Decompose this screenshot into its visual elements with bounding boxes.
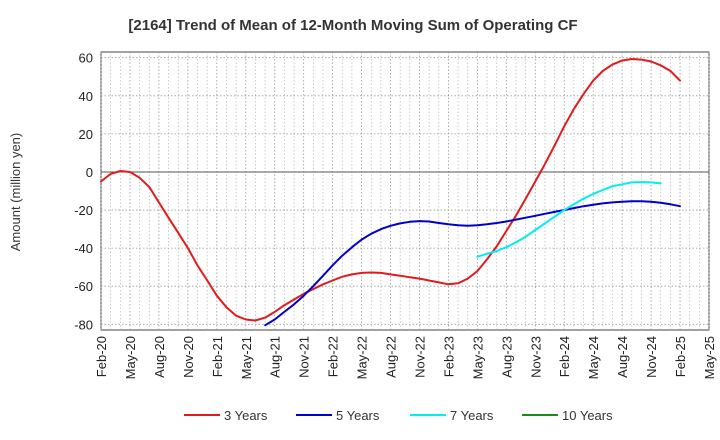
y-tick-label: 40 — [79, 89, 93, 104]
x-tick-label: Feb-25 — [673, 336, 688, 377]
x-tick-label: Nov-22 — [412, 336, 427, 378]
y-tick-label: 0 — [86, 165, 93, 180]
series-line-7-years — [476, 181, 662, 258]
x-tick-label: Nov-23 — [528, 336, 543, 378]
x-tick-label: May-23 — [470, 336, 485, 379]
x-tick-label: Feb-24 — [557, 336, 572, 377]
x-tick-label: Feb-20 — [94, 336, 109, 377]
chart-title: [2164] Trend of Mean of 12-Month Moving … — [128, 17, 577, 34]
x-tick-label: May-22 — [355, 336, 370, 379]
plot-border — [100, 51, 710, 331]
y-axis-ticks: 60 40 20 0 -20 -40 -60 -80 — [74, 51, 93, 333]
x-tick-label: May-25 — [702, 336, 717, 379]
x-tick-label: Aug-21 — [268, 336, 283, 378]
y-tick-label: 60 — [79, 51, 93, 66]
legend-label: 7 Years — [450, 408, 494, 423]
x-tick-label: Nov-24 — [644, 336, 659, 378]
legend-label: 10 Years — [562, 408, 613, 423]
x-tick-label: May-24 — [586, 336, 601, 379]
x-tick-label: Aug-24 — [615, 336, 630, 378]
x-tick-label: Aug-22 — [384, 336, 399, 378]
x-tick-label: Aug-23 — [499, 336, 514, 378]
x-tick-label: Nov-20 — [181, 336, 196, 378]
y-tick-label: -60 — [74, 279, 93, 294]
y-tick-label: -20 — [74, 203, 93, 218]
legend-label: 3 Years — [224, 408, 268, 423]
series-line-3-years — [100, 58, 681, 322]
series-line-5-years — [264, 200, 681, 327]
legend-label: 5 Years — [336, 408, 380, 423]
legend: 3 Years 5 Years 7 Years 10 Years — [184, 408, 613, 423]
y-tick-label: -80 — [74, 317, 93, 332]
plot-area — [100, 51, 710, 331]
y-tick-label: 20 — [79, 127, 93, 142]
x-axis-ticks: Feb-20 May-20 Aug-20 Nov-20 Feb-21 May-21 Aug-… — [94, 336, 717, 379]
y-axis-label: Amount (million yen) — [8, 133, 23, 252]
x-tick-label: May-20 — [123, 336, 138, 379]
x-tick-label: Aug-20 — [152, 336, 167, 378]
y-tick-label: -40 — [74, 241, 93, 256]
series-layer — [100, 58, 681, 327]
x-tick-label: Nov-21 — [297, 336, 312, 378]
x-tick-label: Feb-22 — [326, 336, 341, 377]
x-tick-label: Feb-23 — [441, 336, 456, 377]
x-tick-label: May-21 — [239, 336, 254, 379]
x-tick-label: Feb-21 — [210, 336, 225, 377]
